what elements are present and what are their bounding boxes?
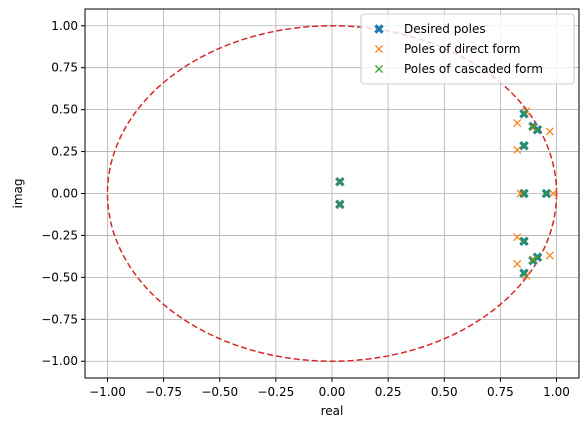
y-axis-label: imag — [11, 179, 25, 209]
y-tick-label: 0.25 — [51, 145, 78, 159]
x-tick-label: 0.75 — [487, 385, 514, 399]
point-poles-of-cascaded-form — [528, 122, 537, 131]
point-poles-of-cascaded-form — [519, 109, 529, 118]
x-tick-label: 0.00 — [319, 385, 346, 399]
point-poles-of-cascaded-form — [335, 200, 344, 209]
legend-marker — [374, 64, 384, 74]
y-tick-label: 1.00 — [51, 19, 78, 33]
x-axis-label: real — [321, 404, 344, 418]
point-poles-of-cascaded-form — [528, 256, 537, 265]
point-poles-of-direct-form — [513, 233, 522, 242]
point-poles-of-cascaded-form — [519, 237, 529, 246]
point-poles-of-cascaded-form — [533, 253, 542, 262]
data-points — [335, 107, 558, 280]
point-poles-of-cascaded-form — [542, 189, 551, 198]
unit-circle — [106, 25, 558, 362]
point-poles-of-cascaded-form — [519, 189, 529, 198]
point-poles-of-direct-form — [545, 127, 554, 136]
y-tick-label: −1.00 — [41, 354, 78, 368]
point-poles-of-direct-form — [513, 259, 522, 268]
point-poles-of-cascaded-form — [533, 125, 542, 134]
legend-label: Desired poles — [404, 22, 486, 36]
x-tick-label: 1.00 — [543, 385, 570, 399]
point-poles-of-direct-form — [545, 251, 554, 260]
legend-label: Poles of direct form — [404, 42, 520, 56]
legend: Desired poles Poles of direct form Poles o… — [360, 13, 575, 85]
point-poles-of-cascaded-form — [519, 141, 529, 150]
legend-marker — [374, 24, 384, 34]
x-tick-label: −0.25 — [257, 385, 294, 399]
x-tick-label: 0.50 — [431, 385, 458, 399]
unit-circle-layer — [106, 25, 558, 362]
point-poles-of-direct-form — [516, 189, 525, 198]
x-tick-label: −1.00 — [89, 385, 126, 399]
point-poles-of-direct-form — [549, 189, 558, 198]
point-poles-of-cascaded-form — [335, 177, 344, 186]
y-tick-label: −0.25 — [41, 228, 78, 242]
axis-ticks: −1.00 −0.75 −0.50 −0.25 0.00 0.25 0.50 0.75 1.00… — [41, 19, 570, 399]
legend-marker — [374, 44, 384, 54]
point-poles-of-direct-form — [513, 145, 522, 154]
legend-box — [360, 13, 575, 85]
x-tick-label: −0.50 — [201, 385, 238, 399]
y-tick-label: 0.50 — [51, 103, 78, 117]
y-tick-label: 0.75 — [51, 61, 78, 75]
point-poles-of-cascaded-form — [519, 269, 529, 278]
x-tick-label: −0.75 — [145, 385, 182, 399]
point-poles-of-direct-form — [513, 119, 522, 128]
y-tick-label: −0.75 — [41, 312, 78, 326]
y-tick-label: −0.50 — [41, 270, 78, 284]
y-tick-label: 0.00 — [51, 187, 78, 201]
x-tick-label: 0.25 — [375, 385, 402, 399]
legend-label: Poles of cascaded form — [404, 62, 543, 76]
